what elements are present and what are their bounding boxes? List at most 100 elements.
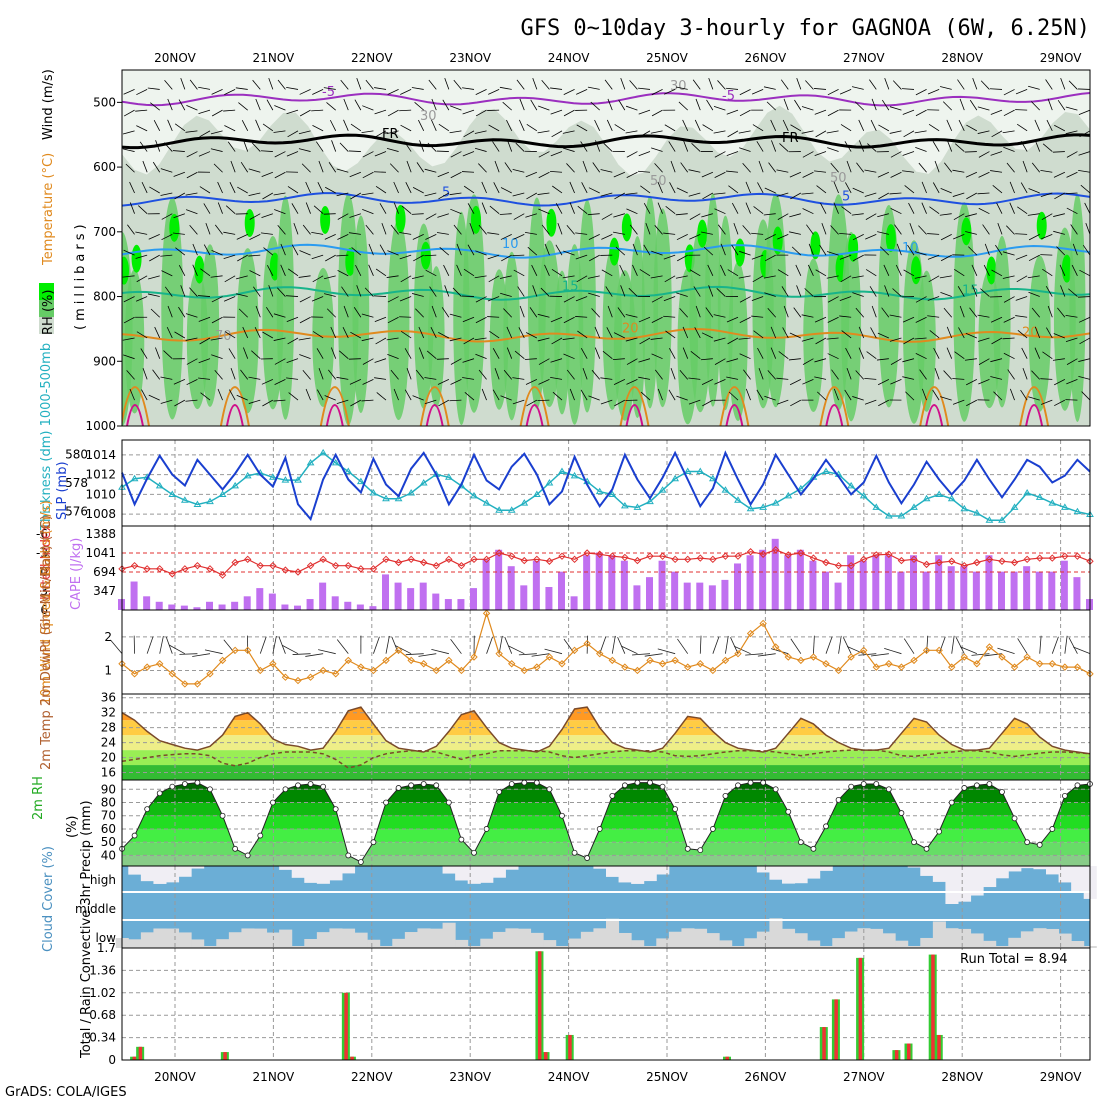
- wind-barb: [679, 308, 689, 318]
- wind-barb: [833, 181, 839, 194]
- wind-barb: [379, 203, 387, 214]
- isotherm-30: [825, 403, 844, 426]
- wind-barb: [550, 109, 563, 115]
- wind-barb: [731, 244, 739, 256]
- wind-barb: [801, 106, 814, 111]
- wind-barb: [864, 192, 877, 197]
- wind-barb: [745, 181, 751, 194]
- wind-barb: [839, 254, 852, 260]
- wind-barb: [764, 395, 776, 401]
- wind-barb: [614, 192, 626, 200]
- temp-tick-label: 32: [101, 706, 116, 720]
- wind-barb: [827, 109, 839, 117]
- high-cloud-block: [656, 866, 670, 875]
- wind-barb: [738, 275, 751, 279]
- rh-cell-90: [546, 208, 557, 237]
- rh-marker: [257, 832, 264, 839]
- wind-barb: [387, 89, 399, 95]
- wind-barb: [343, 119, 349, 132]
- wind-barb: [946, 119, 953, 132]
- thickness-marker: [495, 506, 504, 513]
- low-cloud-block: [731, 946, 745, 948]
- wind-barb: [499, 275, 512, 279]
- wind-barb: [625, 105, 638, 111]
- cloud-level-label: high: [90, 873, 116, 887]
- wind-barb: [185, 399, 198, 402]
- wind-barb: [600, 399, 613, 405]
- wind-barb: [266, 99, 274, 111]
- wind-barb: [147, 293, 160, 297]
- thickness-marker: [407, 489, 416, 496]
- wind-barb: [801, 192, 814, 195]
- li-marker: [482, 555, 491, 564]
- wind-barb: [940, 234, 952, 241]
- low-cloud-block: [832, 938, 846, 948]
- wind-barb: [932, 141, 940, 152]
- wind-marker: [1010, 663, 1019, 671]
- wind-barb: [368, 243, 374, 256]
- wind-barb: [492, 389, 500, 401]
- wind-marker: [470, 653, 478, 661]
- wind-barb: [475, 89, 487, 95]
- wind-barb: [1079, 130, 1090, 138]
- wind-barb: [550, 376, 563, 380]
- high-cloud-block: [794, 866, 808, 884]
- rh-marker: [961, 785, 968, 791]
- x-tick-label-top: 29NOV: [1040, 51, 1082, 65]
- wind-barb: [1085, 223, 1090, 235]
- wind-barb: [776, 399, 789, 405]
- rh-marker: [508, 781, 515, 787]
- li-marker: [583, 549, 591, 557]
- wind-barb: [619, 264, 626, 277]
- wind-barb: [437, 171, 450, 178]
- wind-barb: [651, 296, 663, 303]
- wind-barb: [890, 151, 902, 158]
- wind-barb: [839, 89, 852, 95]
- wind-marker: [910, 656, 918, 665]
- wind-barb: [990, 109, 1003, 115]
- isotherm-label: 5: [442, 185, 450, 200]
- slp-tick-label: 1012: [85, 468, 116, 482]
- wind-barb: [1040, 378, 1053, 380]
- wind-barb: [298, 337, 311, 341]
- wind-barb: [406, 160, 412, 173]
- wind-barb: [1027, 275, 1040, 279]
- rh-marker: [797, 839, 804, 846]
- high-cloud-block: [631, 866, 645, 884]
- wind-barb: [638, 151, 651, 157]
- wind-barb: [1040, 192, 1053, 198]
- wind-barb: [1003, 89, 1015, 96]
- li-marker: [256, 561, 264, 570]
- wind-barb: [1042, 143, 1053, 152]
- wind-marker: [206, 670, 214, 678]
- rh-area: [122, 782, 1090, 866]
- wind-barb: [185, 337, 198, 341]
- wind-barb: [1017, 206, 1028, 215]
- wind-barb: [336, 254, 349, 257]
- wind-barb: [166, 326, 173, 339]
- wind-barb: [932, 389, 940, 401]
- wind-barb: [638, 316, 651, 323]
- rh-cell-70: [1069, 193, 1086, 423]
- rh-marker: [1011, 815, 1018, 822]
- wind-barb: [965, 379, 978, 386]
- wind-barb: [140, 348, 148, 359]
- wind-marker: [1073, 663, 1082, 671]
- wind-barb: [500, 395, 512, 401]
- li-marker: [168, 570, 176, 578]
- cape-bar: [947, 566, 955, 610]
- wind-barb: [890, 208, 902, 215]
- low-cloud-block: [543, 940, 557, 948]
- wind-barb: [827, 316, 839, 323]
- wind-barb: [230, 367, 236, 380]
- wind-barb: [679, 370, 689, 380]
- wind-barb: [387, 109, 399, 117]
- wind-barb: [693, 286, 701, 297]
- wind-barb: [814, 109, 827, 115]
- wind-barb: [700, 358, 713, 361]
- wind-barb: [664, 275, 676, 283]
- wind-barb: [532, 285, 538, 297]
- wind-barb: [478, 163, 487, 173]
- wind-barb: [779, 143, 789, 152]
- wind-barb: [512, 192, 525, 197]
